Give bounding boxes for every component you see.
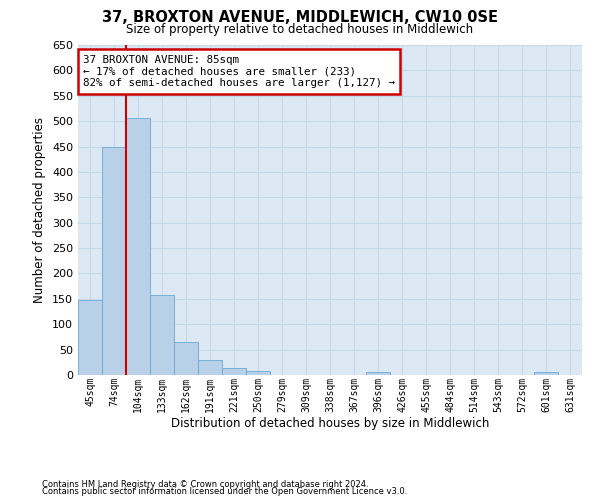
X-axis label: Distribution of detached houses by size in Middlewich: Distribution of detached houses by size … <box>171 417 489 430</box>
Text: Contains HM Land Registry data © Crown copyright and database right 2024.: Contains HM Land Registry data © Crown c… <box>42 480 368 489</box>
Text: 37 BROXTON AVENUE: 85sqm
← 17% of detached houses are smaller (233)
82% of semi-: 37 BROXTON AVENUE: 85sqm ← 17% of detach… <box>83 55 395 88</box>
Text: 37, BROXTON AVENUE, MIDDLEWICH, CW10 0SE: 37, BROXTON AVENUE, MIDDLEWICH, CW10 0SE <box>102 10 498 25</box>
Bar <box>126 118 150 375</box>
Bar <box>150 295 174 375</box>
Text: Contains public sector information licensed under the Open Government Licence v3: Contains public sector information licen… <box>42 487 407 496</box>
Bar <box>78 300 102 375</box>
Bar <box>246 372 270 375</box>
Bar <box>198 360 222 375</box>
Y-axis label: Number of detached properties: Number of detached properties <box>34 117 46 303</box>
Text: Size of property relative to detached houses in Middlewich: Size of property relative to detached ho… <box>127 22 473 36</box>
Bar <box>222 368 246 375</box>
Bar <box>102 146 126 375</box>
Bar <box>366 372 390 375</box>
Bar <box>534 372 558 375</box>
Bar <box>174 342 198 375</box>
